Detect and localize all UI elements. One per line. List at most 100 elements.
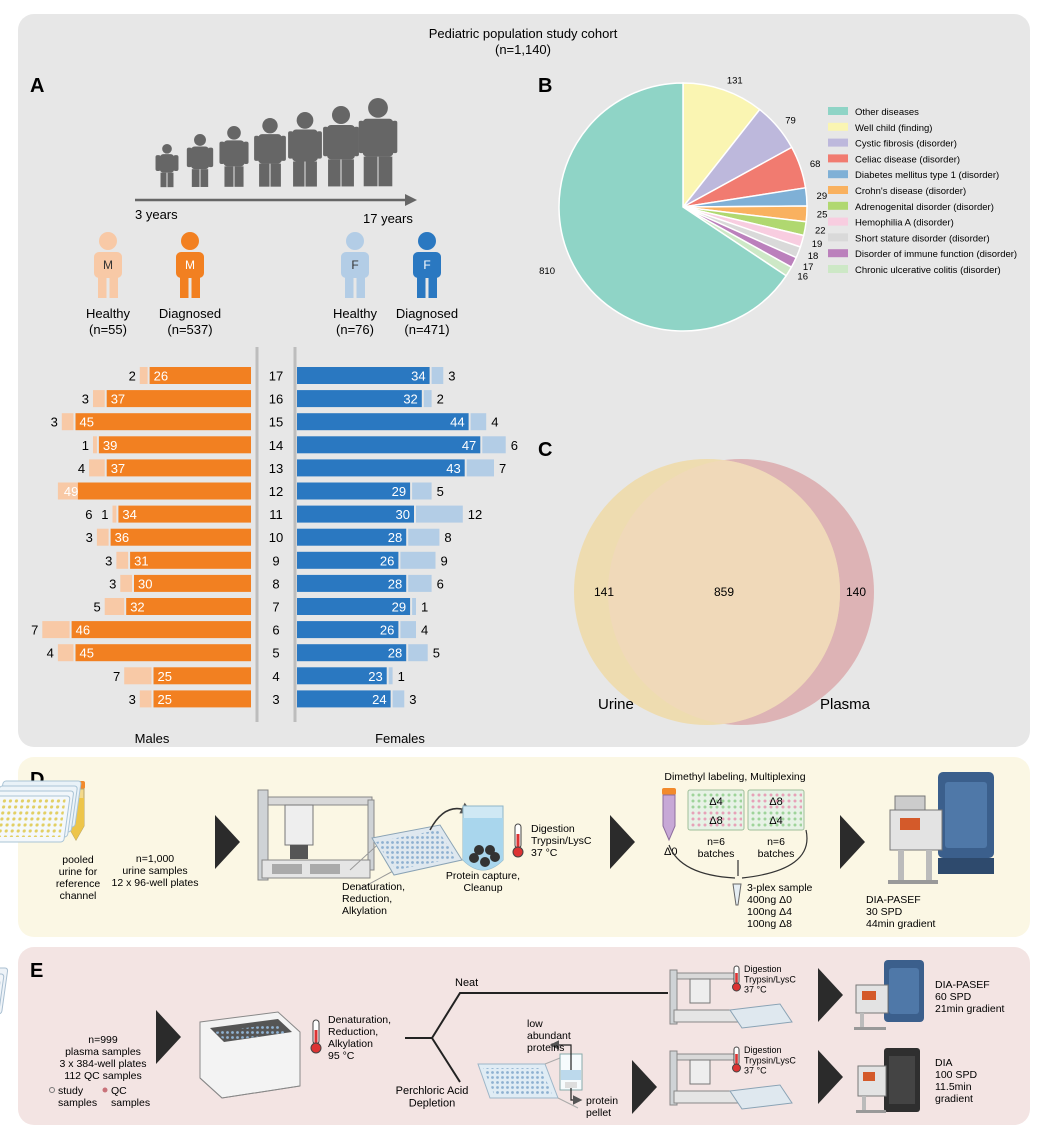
male-diagnosed-bar [110,528,251,546]
male-diagnosed-value: 36 [115,530,129,545]
pie-slice-value: 79 [785,115,796,126]
labeling-title: Dimethyl labeling, Multiplexing [664,771,805,783]
female-healthy-value: 3 [409,692,416,707]
male-healthy-value: 1 [101,507,108,522]
venn-shared-count: 859 [714,585,734,599]
legend-item: Well child (finding) [828,122,932,134]
plate2-caption: n=6 batches [758,836,795,860]
digestion-label-e1: Digestion Trypsin/LysC 37 °C [744,964,796,995]
age-label: 3 [272,692,279,707]
group-count: (n=76) [336,322,374,337]
group-label: Diagnosed [159,306,221,321]
male-diagnosed-bar [134,574,251,592]
venn-left-only-count: 141 [594,585,614,599]
group-count: (n=471) [404,322,449,337]
male-healthy-bar [89,459,105,477]
male-healthy-value: 3 [82,392,89,407]
female-healthy-value: 12 [468,507,482,522]
plasma-workflow: n=999 plasma samples 3 x 384-well plates 11… [0,960,1005,1119]
legend-label: Chronic ulcerative colitis (disorder) [855,265,1001,276]
plasma-plate-stack-icon [0,967,9,1027]
mass-spectrometer-icon-d [888,772,994,884]
child-silhouette-icon [219,126,249,187]
urine-samples-label: n=1,000 urine samples 12 x 96-well plates [112,853,199,889]
age-label: 8 [272,576,279,591]
female-diagnosed-value: 23 [368,669,382,684]
male-diagnosed-value: 46 [76,623,90,638]
female-diagnosed-bar [297,436,481,454]
pie-slice-value: 131 [727,75,743,86]
pyramid-row: 25 7 4 23 1 [113,667,405,685]
legend-swatch [828,265,848,273]
qc-samples-legend: QC samples [111,1085,150,1109]
male-healthy-bar [139,690,152,708]
male-diagnosed-bar [59,482,252,500]
female-healthy-bar [470,413,487,431]
female-diagnosed-value: 34 [411,369,425,384]
male-diagnosed-value: 34 [122,507,136,522]
legend-label: Celiac disease (disorder) [855,154,960,165]
female-healthy-bar [466,459,494,477]
male-healthy-bar [93,436,97,454]
legend-swatch [828,217,848,226]
female-diagnosed-value: 32 [403,392,417,407]
step-arrow-e2 [818,968,843,1022]
pie-slice-value: 16 [797,272,808,283]
arrow-low-abundant [549,1040,572,1070]
incubation-plate-icon [371,824,463,876]
age-label: 9 [272,553,279,568]
thermometer-icon [512,823,524,858]
legend-swatch [828,138,848,147]
female-diagnosed-bar [297,528,407,546]
female-diagnosed-bar [297,667,387,685]
ms-label-d: DIA-PASEF 30 SPD 44min gradient [866,894,936,930]
pie-slice-value: 17 [803,262,814,273]
male-healthy-extra-value: 6 [85,507,92,522]
neat-label: Neat [455,977,478,989]
female-healthy-bar [388,667,393,685]
capture-label: Protein capture, Cleanup [446,870,520,894]
age-label: 16 [269,392,283,407]
legend-item: Diabetes mellitus type 1 (disorder) [828,170,999,181]
legend-label: Hemophilia A (disorder) [855,218,954,229]
pipette-tip-icon [732,883,742,906]
pyramid-row: 325 7 29 1 [93,598,428,615]
plate2-bottom-label: Δ4 [769,815,782,827]
legend-item: Disorder of immune function (disorder) [828,249,1017,260]
male-diagnosed-bar [75,413,251,431]
male-healthy-bar [116,551,129,569]
child-silhouette-icon [323,106,359,187]
venn-overlap [608,459,840,725]
pyramid-row: 454 5 28 5 [47,644,440,662]
male-healthy-value: 3 [86,530,93,545]
legend-label: Well child (finding) [855,123,932,134]
pyramid-row: 34 16 11 30 12 [85,505,482,523]
plate2-top-label: Δ8 [769,796,782,808]
male-healthy-value: 4 [78,461,85,476]
pie-slice-value: 25 [817,210,828,221]
male-healthy-value: 3 [105,553,112,568]
legend-item: Other diseases [828,107,919,118]
age-label: 17 [269,369,283,384]
legend-label: Adrenogenital disorder (disorder) [855,202,994,213]
age-label: 5 [272,646,279,661]
group-letter: M [103,258,113,272]
male-diagnosed-value: 32 [130,600,144,615]
plasma-liquid-handler-icon [199,1011,301,1099]
legend-label: Diabetes mellitus type 1 (disorder) [855,170,999,181]
venn-plasma-label: Plasma [820,696,871,713]
step-arrow-e3 [818,1050,843,1104]
digestion-label-e2: Digestion Trypsin/LysC 37 °C [744,1045,796,1076]
child-silhouette-icon [288,112,322,187]
female-healthy-value: 1 [398,669,405,684]
female-diagnosed-value: 28 [388,576,402,591]
male-healthy-bar [124,667,152,685]
male-healthy-value: 2 [129,369,136,384]
pie-legend: Other diseases Well child (finding) Cystic… [828,107,1017,276]
cohort-groups: MHealthy(n=55)MDiagnosed(n=537)FHealthy(… [86,232,458,337]
age-label: 14 [269,438,283,453]
female-healthy-bar [408,574,432,592]
male-healthy-bar [57,644,74,662]
female-diagnosed-bar [297,459,465,477]
legend-swatch [828,249,848,258]
